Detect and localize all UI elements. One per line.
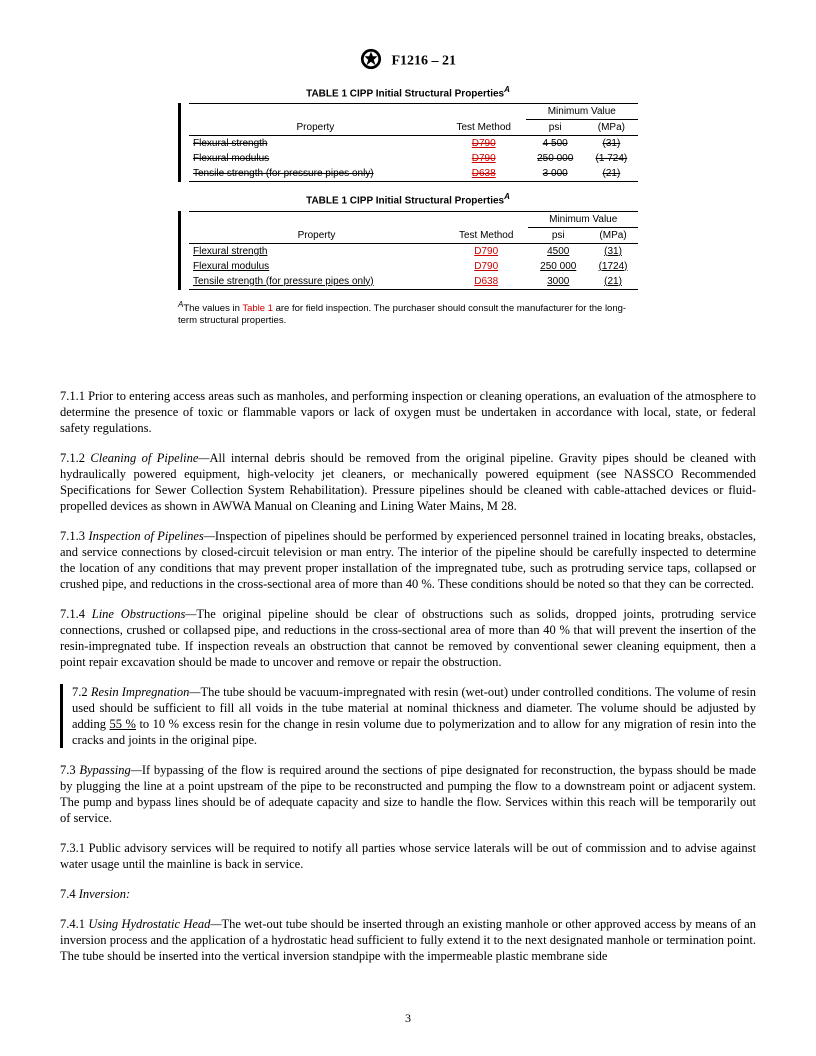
table-footnote: AThe values in Table 1 are for field ins… bbox=[178, 300, 638, 328]
designation: F1216 – 21 bbox=[391, 54, 456, 69]
body-text: 7.1.1 Prior to entering access areas suc… bbox=[60, 388, 756, 964]
table-row: Flexural strength D790 4500 (31) bbox=[189, 243, 638, 259]
section-7.3.1: 7.3.1 Public advisory services will be r… bbox=[60, 840, 756, 872]
table1-old: Property Test Method Minimum Value psi (… bbox=[189, 103, 638, 182]
table-row: Tensile strength (for pressure pipes onl… bbox=[189, 274, 638, 290]
table-row: Flexural modulus D790 250 000 (1 724) bbox=[189, 151, 638, 166]
table1-old-title: TABLE 1 CIPP Initial Structural Properti… bbox=[178, 85, 638, 99]
section-7.1.1: 7.1.1 Prior to entering access areas suc… bbox=[60, 388, 756, 436]
astm-logo bbox=[360, 48, 382, 75]
section-7.2: 7.2 Resin Impregnation—The tube should b… bbox=[60, 684, 756, 748]
section-7.1.4: 7.1.4 Line Obstructions—The original pip… bbox=[60, 606, 756, 670]
table-row: Tensile strength (for pressure pipes onl… bbox=[189, 166, 638, 182]
section-7.4: 7.4 Inversion: bbox=[60, 886, 756, 902]
page-header: F1216 – 21 bbox=[60, 48, 756, 75]
table1-new-title: TABLE 1 CIPP Initial Structural Properti… bbox=[178, 192, 638, 206]
table1-new: Property Test Method Minimum Value psi (… bbox=[189, 211, 638, 290]
section-7.1.2: 7.1.2 Cleaning of Pipeline—All internal … bbox=[60, 450, 756, 514]
page-number: 3 bbox=[0, 1011, 816, 1026]
section-7.3: 7.3 Bypassing—If bypassing of the flow i… bbox=[60, 762, 756, 826]
section-7.4.1: 7.4.1 Using Hydrostatic Head—The wet-out… bbox=[60, 916, 756, 964]
section-7.1.3: 7.1.3 Inspection of Pipelines—Inspection… bbox=[60, 528, 756, 592]
table-row: Flexural strength D790 4 500 (31) bbox=[189, 136, 638, 152]
table-row: Flexural modulus D790 250 000 (1724) bbox=[189, 259, 638, 274]
